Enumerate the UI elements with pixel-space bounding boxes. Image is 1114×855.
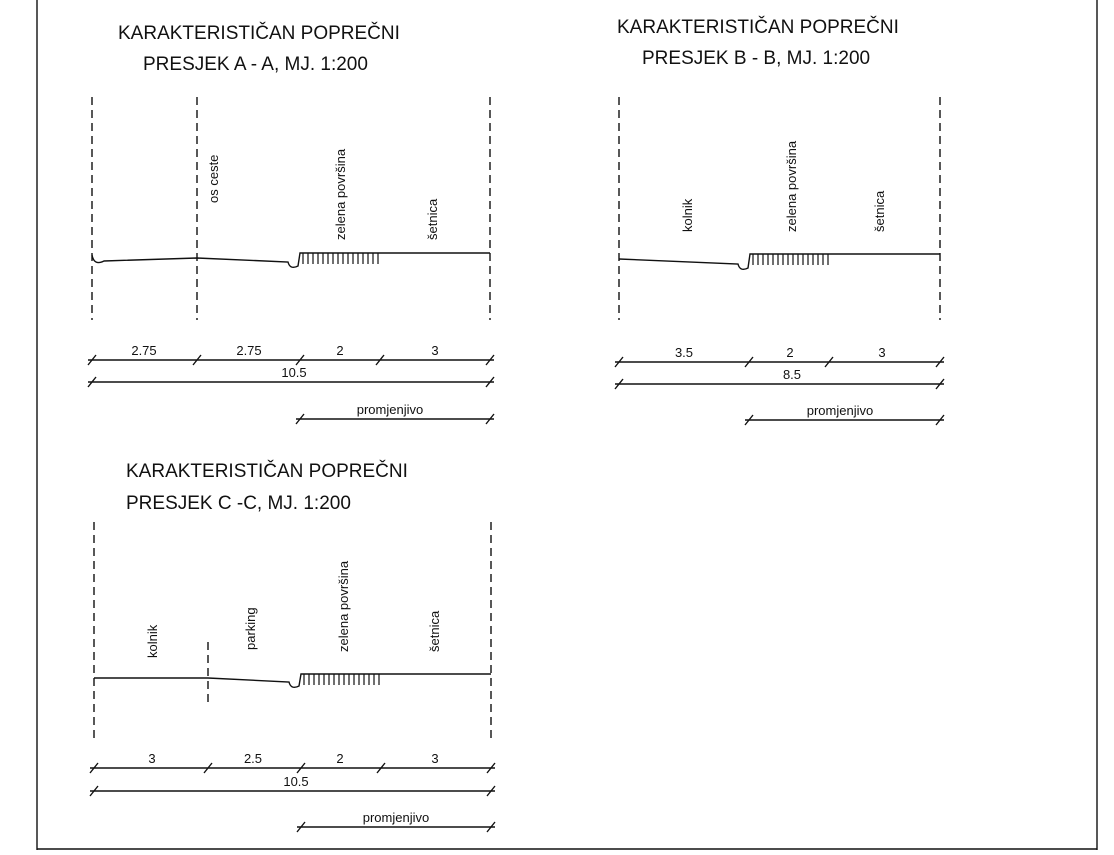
- section-c-dim-3: 2: [336, 751, 343, 766]
- section-c: KARAKTERISTIČAN POPREČNI PRESJEK C -C, M…: [89, 460, 496, 833]
- section-b-label-zelena: zelena površina: [784, 140, 799, 232]
- section-b-profile: [618, 253, 940, 271]
- section-c-dim-4: 3: [431, 751, 438, 766]
- section-a-dim-3: 2: [336, 343, 343, 358]
- section-b-dim-1: 3.5: [675, 345, 693, 360]
- section-b-dim-3: 3: [878, 345, 885, 360]
- section-a: KARAKTERISTIČAN POPREČNI PRESJEK A - A, …: [87, 22, 495, 425]
- section-b-total: 8.5: [783, 367, 801, 382]
- section-b-variable: promjenjivo: [807, 403, 873, 418]
- section-a-title-line2: PRESJEK A - A, MJ. 1:200: [143, 54, 368, 75]
- section-a-variable: promjenjivo: [357, 402, 423, 417]
- section-b-grass-hatch: [752, 254, 829, 265]
- section-a-dim-2: 2.75: [236, 343, 261, 358]
- section-a-profile: [91, 252, 490, 269]
- section-b-dim-2: 2: [786, 345, 793, 360]
- section-c-label-kolnik: kolnik: [145, 624, 160, 658]
- section-c-grass-hatch: [303, 674, 380, 685]
- section-b-label-kolnik: kolnik: [680, 198, 695, 232]
- section-a-total: 10.5: [281, 365, 306, 380]
- section-a-dim-4: 3: [431, 343, 438, 358]
- section-a-label-os-ceste: os ceste: [206, 155, 221, 203]
- section-c-label-setnica: šetnica: [427, 610, 442, 652]
- section-c-title-line1: KARAKTERISTIČAN POPREČNI: [126, 460, 408, 482]
- section-a-label-setnica: šetnica: [425, 198, 440, 240]
- section-c-label-parking: parking: [243, 607, 258, 650]
- section-b-title-line1: KARAKTERISTIČAN POPREČNI: [617, 16, 899, 38]
- section-a-label-zelena: zelena površina: [333, 148, 348, 240]
- section-c-dim-2: 2.5: [244, 751, 262, 766]
- section-a-dim-1: 2.75: [131, 343, 156, 358]
- section-c-profile: [94, 673, 491, 689]
- section-c-total: 10.5: [283, 774, 308, 789]
- section-a-title-line1: KARAKTERISTIČAN POPREČNI: [118, 22, 400, 44]
- section-c-dim-1: 3: [148, 751, 155, 766]
- section-b-title-line2: PRESJEK B - B, MJ. 1:200: [642, 48, 870, 69]
- section-b-label-setnica: šetnica: [872, 190, 887, 232]
- section-c-label-zelena: zelena površina: [336, 560, 351, 652]
- section-c-variable: promjenjivo: [363, 810, 429, 825]
- section-b: KARAKTERISTIČAN POPREČNI PRESJEK B - B, …: [614, 16, 945, 426]
- section-a-grass-hatch: [302, 253, 379, 264]
- section-c-title-line2: PRESJEK C -C, MJ. 1:200: [126, 493, 351, 514]
